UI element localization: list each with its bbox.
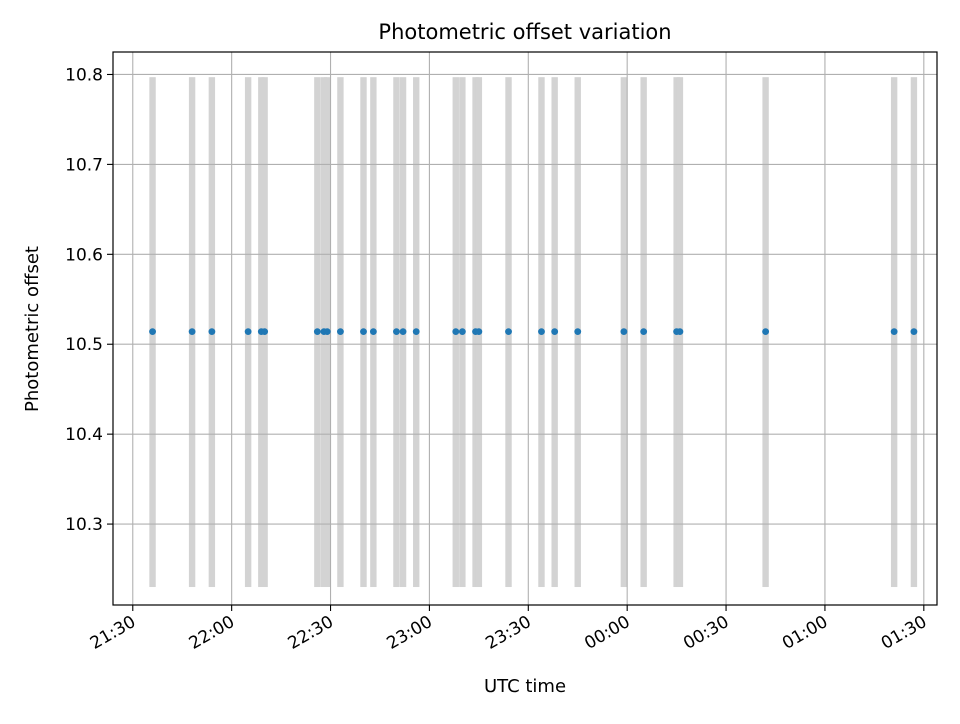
y-tick-label: 10.5 [65,335,103,355]
data-point [910,328,918,336]
data-point [323,328,331,336]
data-point [676,328,684,336]
data-point [369,328,377,336]
data-point [337,328,344,336]
y-axis-label: Photometric offset [22,246,43,412]
data-point [762,328,770,336]
data-point [890,328,898,336]
data-point [149,328,156,336]
data-point [412,328,420,336]
y-tick-label: 10.4 [65,425,103,445]
y-axis-ticks: 10.3 10.4 10.5 10.6 10.7 10.8 [65,65,113,535]
data-point [393,328,400,336]
data-point [261,328,269,336]
data-point [551,328,559,336]
data-point [640,328,648,336]
data-point [452,328,460,336]
chart-title: Photometric offset variation [378,20,671,44]
data-point [574,328,582,336]
point-layer [149,328,918,336]
data-point [399,328,407,336]
x-axis-label: UTC time [484,676,566,697]
y-tick-label: 10.3 [65,515,103,535]
grid-layer [113,52,937,605]
data-point [244,328,252,336]
data-point [208,328,216,336]
data-point [360,328,367,336]
data-point [458,328,466,336]
data-point [475,328,483,336]
y-tick-label: 10.6 [65,245,103,265]
y-tick-label: 10.8 [65,65,103,85]
data-point [538,328,545,336]
data-point [620,328,628,336]
data-point [505,328,512,336]
y-tick-label: 10.7 [65,155,103,175]
plot-frame [112,51,938,606]
data-point [188,328,196,336]
data-point [313,328,321,336]
